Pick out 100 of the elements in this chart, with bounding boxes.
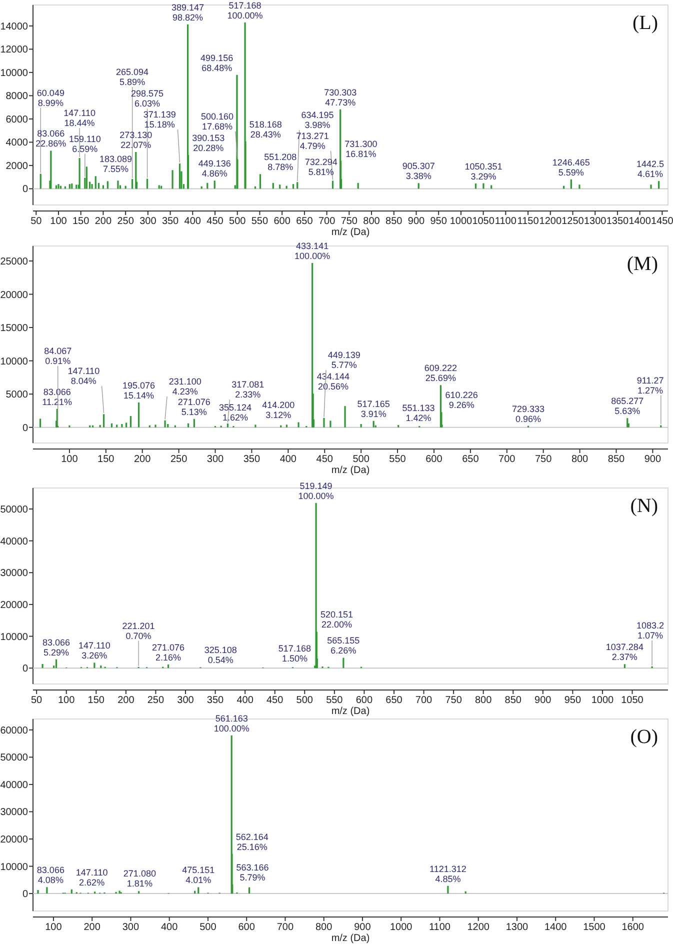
x-tick-label: 400 — [184, 216, 202, 227]
x-tick-label: 1300 — [506, 922, 529, 933]
x-tick-label: 800 — [571, 454, 589, 465]
annotation: 183.089 7.55% — [100, 154, 132, 174]
x-tick-label: 850 — [608, 454, 626, 465]
annotation: 265.094 5.89% — [116, 66, 149, 87]
annotation: 499.156 68.48% — [200, 52, 234, 73]
x-tick-label: 350 — [243, 454, 260, 465]
x-tick-label: 600 — [274, 216, 291, 227]
annotation: 389.147 98.82% — [172, 2, 204, 22]
annotation: 520.151 22.00% — [320, 610, 354, 630]
annotation: 271.076 2.16% — [152, 642, 185, 663]
x-tick-label: 150 — [72, 216, 90, 227]
x-tick-label: 1500 — [583, 922, 606, 933]
x-tick-label: 1400 — [628, 216, 652, 227]
annotation: 83.066 22.86% — [36, 128, 66, 149]
y-tick-label: 20000 — [0, 290, 28, 301]
x-tick-label: 500 — [229, 216, 246, 227]
annotation: 609.222 25.69% — [424, 363, 457, 384]
annotation: 475.151 4.01% — [182, 865, 215, 886]
x-tick-label: 900 — [408, 216, 426, 227]
x-tick-label: 600 — [356, 695, 373, 706]
annotation: 634.195 3.98% — [301, 110, 334, 130]
annotation: 1037.284 2.37% — [606, 642, 644, 662]
annotation: 271.076 5.13% — [178, 396, 210, 417]
x-tick-label: 100 — [50, 216, 68, 227]
annotation: 273.130 22.07% — [120, 130, 152, 150]
annotation: 147.110 18.44% — [64, 108, 96, 128]
x-tick-label: 600 — [238, 922, 256, 933]
x-tick-label: 1150 — [517, 216, 540, 227]
x-tick-label: 100 — [58, 695, 76, 706]
chart-title: (N) — [630, 495, 658, 517]
annotation: 865.277 5.63% — [611, 396, 644, 416]
annotation: 221.201 0.70% — [122, 620, 155, 641]
annotation: 561.163 100.00% — [214, 713, 250, 734]
x-tick-label: 900 — [534, 695, 552, 706]
x-tick-label: 400 — [236, 695, 254, 706]
x-tick-label: 350 — [162, 216, 180, 227]
x-tick-label: 950 — [564, 695, 582, 706]
annotation: 500.160 17.68% — [201, 111, 234, 132]
x-tick-label: 1200 — [539, 216, 562, 227]
y-tick-label: 0 — [22, 422, 28, 434]
y-tick-label: 8000 — [6, 91, 28, 102]
x-tick-label: 1100 — [428, 922, 451, 933]
annotation: 147.110 3.26% — [78, 640, 110, 661]
x-tick-label: 900 — [354, 922, 372, 933]
y-tick-label: 0 — [22, 664, 28, 675]
chart-title: (O) — [630, 726, 658, 748]
y-tick-label: 20000 — [0, 600, 28, 611]
annotation: 317.081 2.33% — [232, 380, 264, 400]
y-tick-label: 10000 — [0, 356, 28, 368]
annotation: 731.300 16.81% — [344, 138, 378, 159]
annotation: 449.136 4.86% — [198, 158, 231, 179]
x-tick-label: 650 — [462, 454, 480, 465]
y-tick-label: 40000 — [0, 780, 28, 791]
annotation: 562.164 25.16% — [236, 832, 268, 852]
x-tick-label: 1050 — [621, 695, 644, 706]
x-tick-label: 500 — [200, 922, 217, 933]
annotation: 517.168 1.50% — [278, 644, 311, 664]
x-tick-label: 200 — [118, 695, 135, 706]
x-axis-title: m/z (Da) — [331, 706, 370, 717]
x-tick-label: 850 — [504, 695, 522, 706]
x-tick-label: 800 — [363, 216, 380, 227]
annotation: 905.307 3.38% — [402, 161, 435, 182]
y-tick-label: 14000 — [0, 21, 28, 32]
annotation: 732.294 5.81% — [304, 157, 338, 178]
x-tick-label: 750 — [445, 695, 462, 706]
y-tick-label: 10000 — [0, 68, 28, 79]
y-tick-label: 50000 — [0, 752, 28, 764]
x-tick-label: 300 — [122, 922, 140, 933]
y-tick-label: 5000 — [6, 390, 28, 401]
annotation: 911.27 1.27% — [636, 375, 664, 396]
annotation: 551.133 1.42% — [402, 403, 435, 424]
x-axis-title: m/z (Da) — [331, 227, 370, 238]
x-tick-label: 650 — [386, 695, 403, 706]
y-tick-label: 60000 — [0, 725, 28, 736]
y-tick-label: 30000 — [0, 568, 28, 580]
x-tick-label: 700 — [318, 216, 336, 227]
chart-title: (M) — [626, 253, 658, 275]
annotation: 519.149 100.00% — [298, 480, 334, 501]
x-tick-label: 500 — [352, 454, 370, 465]
x-tick-label: 850 — [386, 216, 403, 227]
y-tick-label: 10000 — [0, 862, 28, 873]
x-tick-label: 500 — [296, 695, 314, 706]
y-tick-label: 20000 — [0, 834, 28, 846]
annotation: 730.303 47.73% — [324, 87, 357, 108]
x-tick-label: 400 — [280, 454, 297, 465]
x-tick-label: 50 — [31, 695, 43, 706]
x-tick-label: 250 — [147, 695, 164, 706]
x-tick-label: 300 — [177, 695, 194, 706]
x-tick-label: 450 — [316, 454, 334, 465]
y-tick-label: 2000 — [6, 160, 28, 172]
x-axis-title: m/z (Da) — [331, 465, 370, 476]
x-tick-label: 550 — [326, 695, 344, 706]
x-tick-label: 150 — [98, 454, 115, 465]
x-axis-title: m/z (Da) — [331, 933, 370, 944]
x-tick-label: 1250 — [562, 216, 584, 227]
annotation: 414.200 3.12% — [262, 400, 295, 420]
x-tick-label: 700 — [498, 454, 516, 465]
annotation: 83.066 4.08% — [36, 865, 64, 886]
